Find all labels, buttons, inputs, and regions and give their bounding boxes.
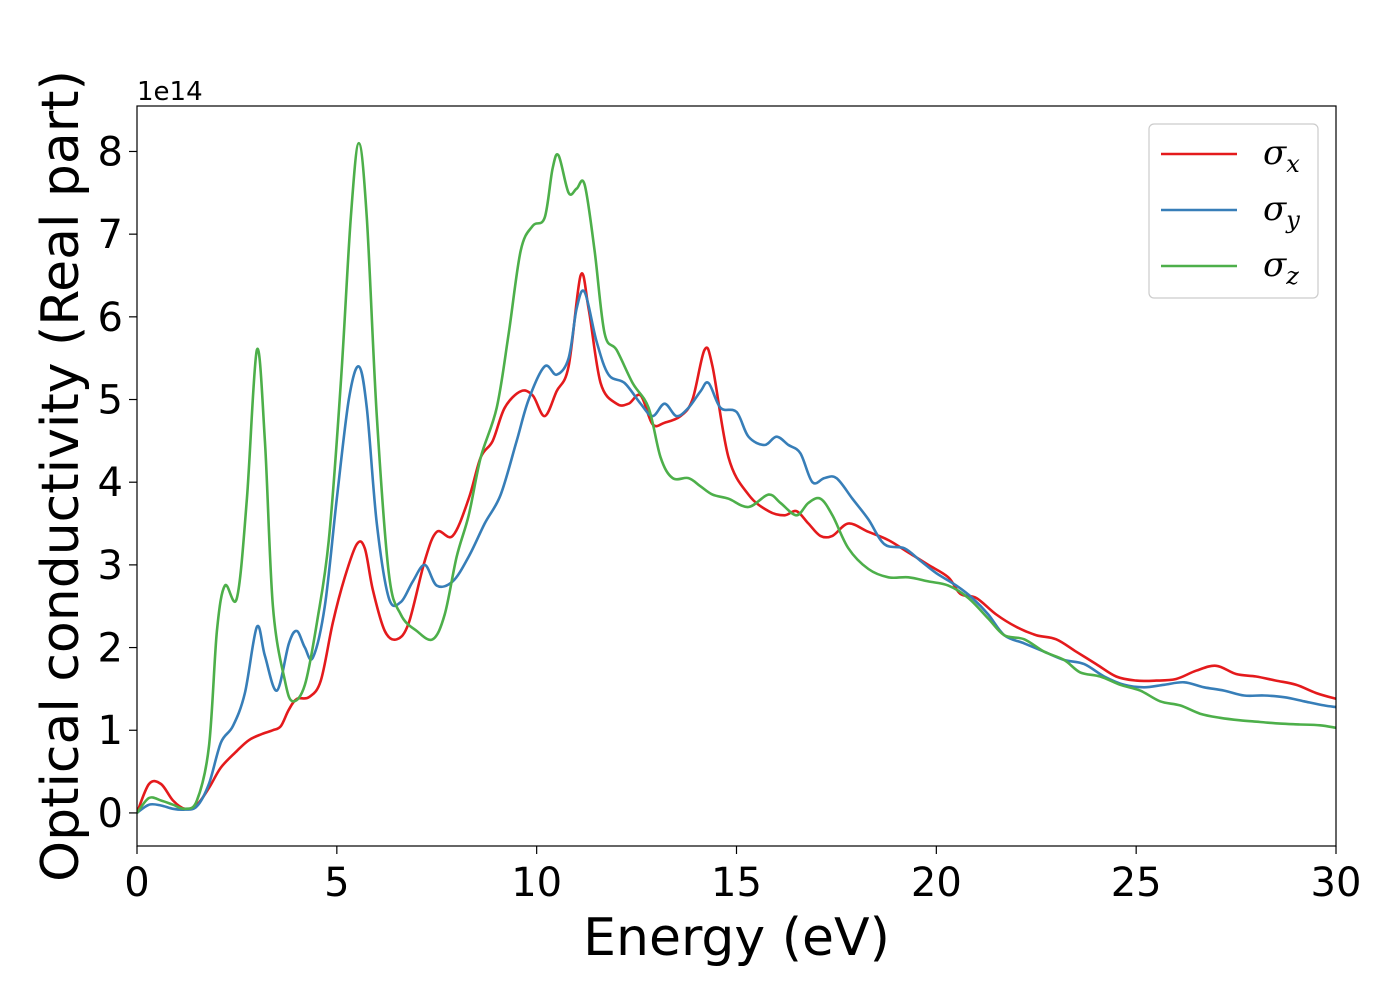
y-tick-label: 1 [98,708,123,754]
x-tick-label: 15 [711,860,762,906]
x-tick-label: 0 [124,860,149,906]
x-tick-label: 30 [1311,860,1362,906]
y-tick-label: 5 [98,378,123,424]
x-axis: 0 5 10 15 20 25 30 [124,846,1361,906]
legend: σx σy σz [1148,123,1319,299]
series-line-z [137,141,1336,814]
x-tick-label: 20 [911,860,962,906]
x-tick-label: 5 [324,860,349,906]
y-tick-label: 2 [98,626,123,672]
plot-lines [137,141,1336,814]
y-axis-offset-text: 1e14 [137,77,203,107]
legend-label-y: σy [1263,189,1300,234]
y-tick-label: 3 [98,543,123,589]
y-tick-label: 6 [98,295,123,341]
y-tick-label: 4 [98,460,123,506]
legend-label-z: σz [1263,245,1299,290]
x-tick-label: 10 [511,860,562,906]
legend-label-x: σx [1263,133,1300,178]
x-tick-label: 25 [1111,860,1162,906]
y-axis: 0 1 2 3 4 5 6 7 8 [98,129,137,837]
y-tick-label: 7 [98,212,123,258]
y-tick-label: 0 [98,791,123,837]
x-axis-label: Energy (eV) [583,908,890,968]
y-axis-label: Optical conductivity (Real part) [31,70,91,882]
y-tick-label: 8 [98,129,123,175]
